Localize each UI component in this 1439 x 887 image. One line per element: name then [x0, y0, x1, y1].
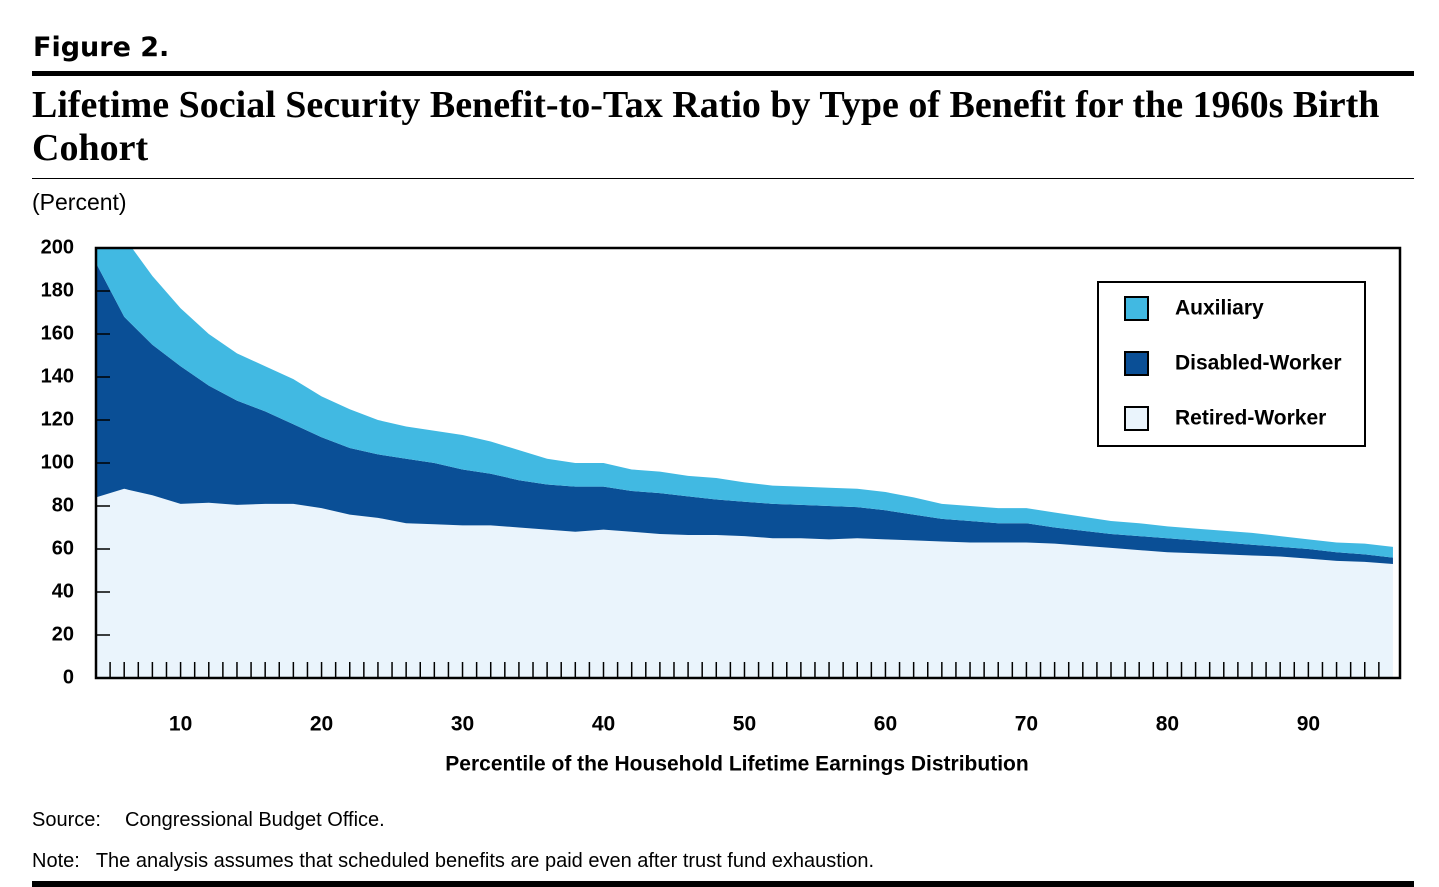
area — [96, 263, 1393, 565]
legend-label: Disabled-Worker — [1175, 352, 1342, 375]
note: Note: The analysis assumes that scheduled… — [32, 850, 874, 873]
y-tick-label: 160 — [41, 322, 74, 344]
source-text: Congressional Budget Office. — [124, 809, 385, 831]
rule — [32, 71, 1414, 76]
x-tick-label: 30 — [451, 713, 474, 736]
note-text: The analysis assumes that scheduled bene… — [95, 850, 875, 872]
y-tick-label: 140 — [41, 365, 74, 387]
y-tick-label: 100 — [41, 451, 74, 473]
legend-swatch — [1124, 296, 1149, 321]
legend: Auxiliary Disabled-Worker Retired-Worker — [1124, 296, 1342, 431]
y-tick-label: 20 — [52, 623, 74, 645]
x-tick-label: 90 — [1297, 713, 1320, 736]
note-label: Note: — [32, 850, 80, 872]
areas — [96, 248, 1393, 678]
area — [96, 248, 1393, 558]
source: Source: Congressional Budget Office. — [32, 809, 385, 832]
figure-label: Figure 2. — [33, 32, 170, 63]
source-label: Source: — [32, 809, 101, 831]
y-tick-label: 120 — [41, 408, 74, 430]
y-tick-label: 40 — [52, 580, 74, 602]
legend-label: Auxiliary — [1175, 297, 1264, 320]
y-tick-label: 180 — [41, 279, 74, 301]
x-tick-label: 20 — [310, 713, 333, 736]
x-tick-label: 70 — [1015, 713, 1038, 736]
y-tick-label: 60 — [52, 537, 74, 559]
x-tick-label: 40 — [592, 713, 615, 736]
y-tick-label: 0 — [63, 666, 74, 688]
rule — [32, 881, 1414, 887]
legend-swatch — [1124, 406, 1149, 431]
legend-label: Retired-Worker — [1175, 407, 1326, 430]
x-tick-label: 10 — [169, 713, 192, 736]
legend-swatch — [1124, 351, 1149, 376]
x-tick-label: 60 — [874, 713, 897, 736]
x-tick-label: 50 — [733, 713, 756, 736]
area — [96, 488, 1393, 678]
x-tick-label: 80 — [1156, 713, 1179, 736]
y-axis-label: (Percent) — [32, 189, 127, 215]
chart-title: Lifetime Social Security Benefit-to-Tax … — [32, 84, 1380, 169]
y-tick-label: 200 — [41, 236, 74, 258]
x-axis-label: Percentile of the Household Lifetime Ear… — [445, 753, 1028, 776]
rule — [32, 178, 1414, 179]
chart: (Percent) Percentile of the Household Li… — [32, 189, 1402, 776]
y-tick-label: 80 — [52, 494, 74, 516]
